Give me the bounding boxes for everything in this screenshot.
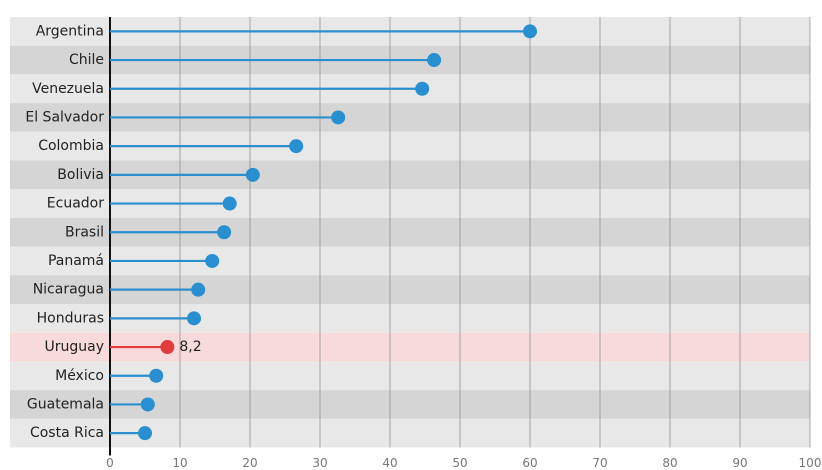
dot — [140, 397, 155, 412]
dot — [160, 340, 175, 355]
category-label: Brasil — [65, 224, 104, 240]
dot — [149, 368, 164, 383]
category-label: Uruguay — [45, 339, 105, 355]
category-label: Ecuador — [47, 196, 104, 212]
x-tick-label: 40 — [382, 456, 397, 470]
dot — [205, 253, 220, 268]
x-tick-label: 10 — [172, 456, 187, 470]
x-tick-label: 100 — [799, 456, 822, 470]
category-label: Nicaragua — [33, 282, 104, 298]
x-tick-label: 20 — [242, 456, 257, 470]
category-label: Costa Rica — [30, 425, 104, 441]
category-label: México — [55, 368, 104, 384]
category-label: Argentina — [36, 23, 104, 39]
dot — [415, 81, 430, 96]
x-tick-label: 60 — [522, 456, 537, 470]
x-tick-label: 70 — [592, 456, 607, 470]
dot — [331, 110, 346, 125]
category-label: Venezuela — [32, 81, 104, 97]
dot — [191, 282, 206, 297]
x-tick-label: 50 — [452, 456, 467, 470]
x-tick-label: 80 — [662, 456, 677, 470]
x-tick-label: 30 — [312, 456, 327, 470]
dot — [289, 139, 304, 154]
dot — [222, 196, 237, 211]
category-label: Chile — [69, 52, 104, 68]
value-label: 8,2 — [179, 339, 201, 355]
category-label: Panamá — [48, 253, 104, 269]
category-label: Guatemala — [27, 396, 104, 412]
x-tick-label: 0 — [106, 456, 114, 470]
dot — [523, 24, 537, 39]
dot — [138, 426, 152, 441]
dot — [187, 311, 201, 326]
dot — [427, 53, 442, 68]
dot — [217, 225, 232, 240]
x-tick-label: 90 — [732, 456, 747, 470]
category-label: Honduras — [37, 310, 104, 326]
category-label: Colombia — [38, 138, 104, 154]
category-label: Bolivia — [57, 167, 104, 183]
category-label: El Salvador — [25, 109, 104, 125]
dot — [245, 167, 260, 182]
